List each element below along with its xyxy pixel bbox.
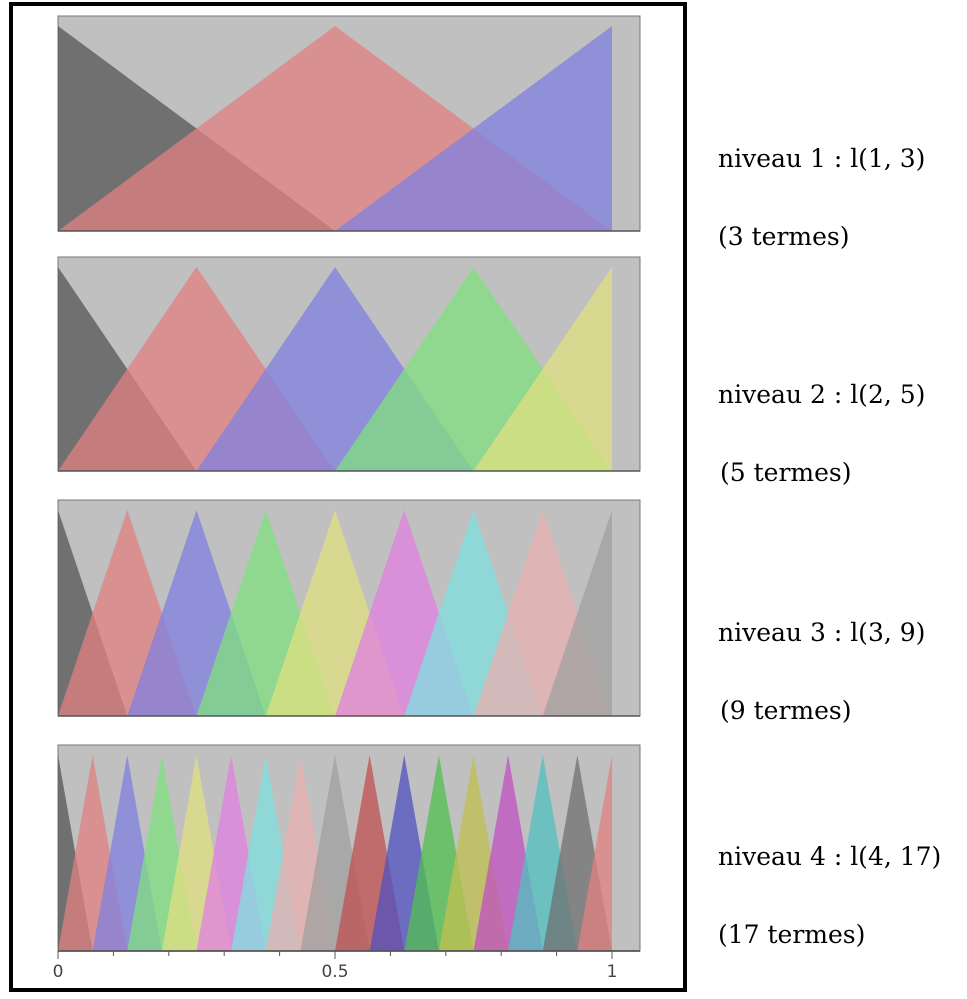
level-2-title: niveau 2 : l(2, 5) <box>718 380 926 409</box>
x-tick-label: 0.5 <box>321 962 348 982</box>
level-1-title: niveau 1 : l(1, 3) <box>718 144 926 173</box>
level-4-title: niveau 4 : l(4, 17) <box>718 842 942 871</box>
panel-1-hat-3 <box>335 26 612 231</box>
x-tick-label: 0 <box>53 962 64 982</box>
level-1-label: niveau 1 : l(1, 3) (3 termes) <box>718 94 925 276</box>
panel-2-hat-5 <box>473 267 612 471</box>
level-4-count: (17 termes) <box>718 920 866 949</box>
panel-4-hat-17 <box>577 755 612 951</box>
level-3-label: niveau 3 : l(3, 9) (9 termes) <box>718 568 925 750</box>
panel-3-hat-9 <box>542 510 612 716</box>
x-tick-label: 1 <box>607 962 618 982</box>
level-3-count: (9 termes) <box>720 696 852 725</box>
level-2-label: niveau 2 : l(2, 5) (5 termes) <box>718 330 925 512</box>
level-1-count: (3 termes) <box>718 222 850 251</box>
level-2-count: (5 termes) <box>720 458 852 487</box>
level-4-label: niveau 4 : l(4, 17) (17 termes) <box>718 792 941 974</box>
level-3-title: niveau 3 : l(3, 9) <box>718 618 926 647</box>
